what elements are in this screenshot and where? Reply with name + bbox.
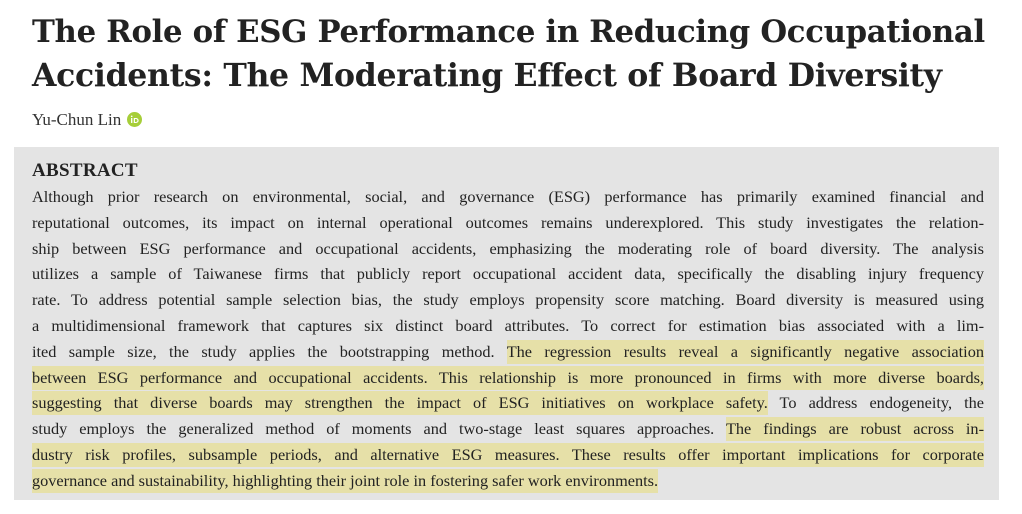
author-line: Yu-Chun Lin [32, 110, 143, 130]
highlighted-text: The regression results reveal a signific… [506, 339, 984, 364]
paper-title: The Role of ESG Performance in Reducing … [32, 10, 992, 97]
highlighted-text: suggesting that diverse boards may stren… [32, 391, 768, 416]
title-line-2: Accidents: The Moderating Effect of Boar… [32, 57, 942, 94]
title-line-1: The Role of ESG Performance in Reducing … [32, 14, 985, 50]
abstract-line: utilizes a sample of Taiwanese firms tha… [32, 264, 984, 284]
author-name[interactable]: Yu-Chun Lin [32, 110, 122, 129]
abstract-segment: ited sample size, the study applies the … [32, 341, 507, 361]
highlighted-text: between ESG performance and occupational… [32, 365, 984, 390]
abstract-line: rate. To address potential sample select… [32, 290, 984, 310]
abstract-line: study employs the generalized method of … [32, 416, 984, 442]
abstract-line: reputational outcomes, its impact on int… [32, 212, 984, 232]
abstract-segment: study employs the generalized method of … [32, 419, 726, 439]
highlighted-text: dustry risk profiles, subsample periods,… [32, 442, 984, 467]
highlighted-text: The findings are robust across in- [725, 417, 984, 442]
abstract-line: Although prior research on environmental… [32, 187, 984, 206]
abstract-line: dustry risk profiles, subsample periods,… [32, 442, 984, 468]
abstract-line: ship between ESG performance and occupat… [32, 238, 984, 258]
abstract-line: a multidimensional framework that captur… [32, 315, 984, 335]
abstract-line: between ESG performance and occupational… [32, 365, 984, 391]
abstract-segment: To address endogeneity, the [767, 393, 984, 413]
abstract-box [14, 147, 999, 500]
highlighted-text: governance and sustainability, highlight… [32, 468, 659, 493]
abstract-line: governance and sustainability, highlight… [32, 468, 984, 494]
abstract-line: ited sample size, the study applies the … [32, 339, 984, 365]
abstract-text: Although prior research on environmental… [32, 184, 984, 494]
orcid-icon[interactable] [127, 111, 143, 127]
abstract-heading: ABSTRACT [32, 160, 138, 181]
abstract-line: suggesting that diverse boards may stren… [32, 390, 984, 416]
